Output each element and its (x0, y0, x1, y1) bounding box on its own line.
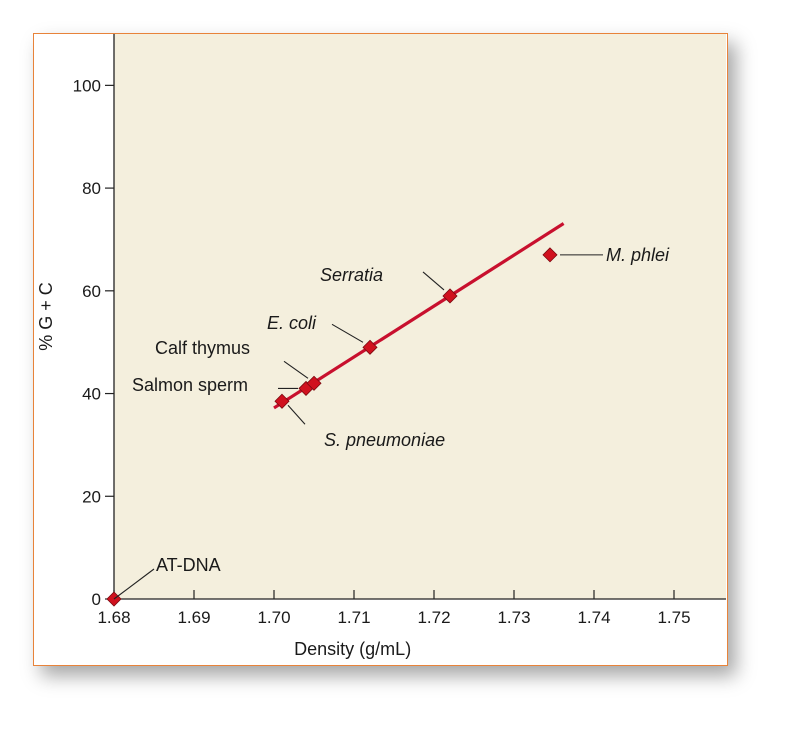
y-tick-label: 60 (82, 282, 101, 301)
leader-line (422, 271, 445, 291)
point-label: Calf thymus (155, 338, 250, 358)
y-tick-label: 100 (73, 76, 101, 95)
point-label: S. pneumoniae (324, 430, 445, 450)
chart: 1.68 1.69 1.70 1.71 1.72 1.73 1.74 1.75 0 20 40 60 8… (36, 34, 726, 659)
y-tick-label: 20 (82, 487, 101, 506)
x-tick-label: 1.70 (257, 608, 290, 627)
point-label: E. coli (267, 313, 317, 333)
x-tick-label: 1.71 (337, 608, 370, 627)
tick-group: 1.68 1.69 1.70 1.71 1.72 1.73 1.74 1.75 0 20 40 60 8… (73, 76, 691, 627)
x-tick-label: 1.72 (417, 608, 450, 627)
x-tick-label: 1.75 (657, 608, 690, 627)
data-point (274, 393, 290, 409)
leader-line (113, 568, 155, 600)
point-label: AT-DNA (156, 555, 221, 575)
y-tick-label: 40 (82, 385, 101, 404)
y-tick-label: 0 (92, 590, 101, 609)
x-tick-label: 1.69 (177, 608, 210, 627)
y-tick-label: 80 (82, 179, 101, 198)
data-point (306, 375, 322, 391)
point-label: Serratia (320, 265, 383, 285)
annotation-group: AT-DNA S. pneumoniae Salmon sperm Calf thym… (113, 245, 670, 600)
data-point (362, 339, 378, 355)
x-tick-label: 1.74 (577, 608, 610, 627)
y-axis-label: % G + C (36, 282, 56, 351)
data-point (542, 247, 558, 263)
data-point (442, 288, 458, 304)
chart-frame: 1.68 1.69 1.70 1.71 1.72 1.73 1.74 1.75 0 20 40 60 8… (33, 33, 728, 666)
point-label: Salmon sperm (132, 375, 248, 395)
leader-line (331, 323, 364, 343)
series-group (106, 222, 565, 607)
leader-line (287, 404, 306, 425)
axes (113, 34, 726, 600)
leader-line (283, 360, 309, 379)
fit-line (273, 222, 565, 410)
x-tick-label: 1.73 (497, 608, 530, 627)
point-label: M. phlei (606, 245, 670, 265)
x-tick-label: 1.68 (97, 608, 130, 627)
x-axis-label: Density (g/mL) (294, 639, 411, 659)
